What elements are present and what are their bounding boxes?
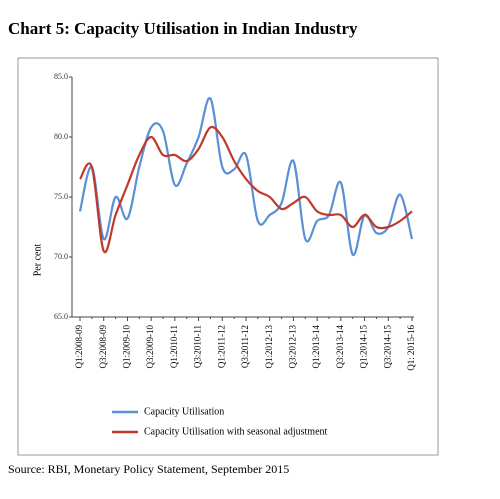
y-tick-label: 70.0 [54,252,68,261]
source: Source: RBI, Monetary Policy Statement, … [8,462,289,476]
x-tick-label: Q1:2013-14 [311,325,321,369]
x-tick-label: Q3:2011-12 [240,325,250,368]
y-tick-label: 75.0 [54,192,68,201]
x-tick-label: Q3:2009-10 [145,325,155,369]
x-tick-label: Q3:2010-11 [193,325,203,368]
y-tick-label: 80.0 [54,132,68,141]
y-axis-label: Per cent [32,244,43,277]
x-tick-label: Q1:2011-12 [216,325,226,368]
x-tick-label: Q1:2010-11 [169,325,179,368]
series-line [79,125,413,254]
y-tick-label: 65.0 [54,312,68,321]
x-tick-label: Q1:2008-09 [74,325,84,369]
x-tick-label: Q1: 2015-16 [406,325,416,371]
chart-frame [17,57,439,456]
x-tick-label: Q3:2013-14 [335,325,345,369]
x-tick-label: Q3:2008-09 [98,325,108,369]
y-tick-label: 85.0 [54,72,68,81]
chart-title: Chart 5: Capacity Utilisation in Indian … [8,19,358,38]
x-tick-label: Q1:2009-10 [121,325,131,369]
x-tick-label: Q3:2014-15 [382,325,392,369]
x-tick-label: Q1:2014-15 [359,325,369,369]
x-tick-label: Q1:2012-13 [264,325,274,369]
legend-label: Capacity Utilisation [144,406,224,417]
x-tick-label: Q3:2012-13 [287,325,297,369]
series-line [78,97,414,256]
legend-label: Capacity Utilisation with seasonal adjus… [144,426,328,437]
